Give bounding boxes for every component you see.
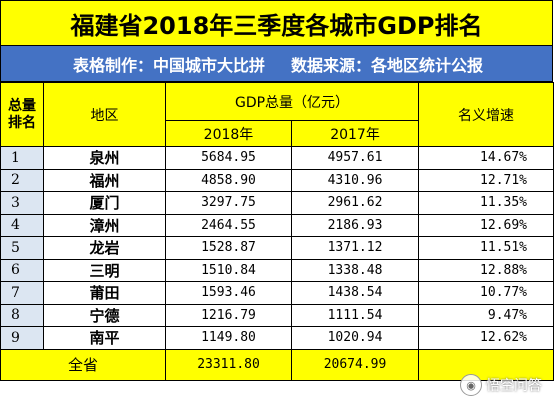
table-row: 2 福州 4858.90 4310.96 12.71%: [0, 168, 555, 192]
gdp-2017-cell: 1338.48: [290, 258, 420, 282]
growth-cell: 12.69%: [418, 213, 555, 237]
header-year-2017: 2017年: [290, 120, 420, 147]
gdp-2017-cell: 4310.96: [290, 168, 420, 192]
gdp-2017-cell: 4957.61: [290, 146, 420, 170]
gdp-2017-cell: 2961.62: [290, 191, 420, 215]
growth-cell: 12.88%: [418, 258, 555, 282]
region-cell: 南平: [43, 326, 166, 350]
gdp-2018-cell: 2464.55: [165, 213, 292, 237]
total-label: 全省: [0, 348, 166, 381]
data-source-label: 数据来源：各地区统计公报: [291, 55, 484, 75]
sheet-title: 福建省2018年三季度各城市GDP排名: [0, 0, 553, 46]
table-row: 9 南平 1149.80 1020.94 12.62%: [0, 326, 555, 350]
region-cell: 莆田: [43, 281, 166, 305]
header-year-2018: 2018年: [165, 120, 292, 147]
table-row: 8 宁德 1216.79 1111.54 9.47%: [0, 303, 555, 327]
gdp-2018-cell: 5684.95: [165, 146, 292, 170]
gdp-2018-cell: 1593.46: [165, 281, 292, 305]
header-region: 地区: [43, 82, 166, 147]
rank-cell: 1: [0, 146, 44, 170]
rank-cell: 5: [0, 236, 44, 260]
wukong-logo-icon: ◉: [460, 374, 482, 396]
table-row: 6 三明 1510.84 1338.48 12.88%: [0, 258, 555, 282]
gdp-2018-cell: 4858.90: [165, 168, 292, 192]
table-row: 5 龙岩 1528.87 1371.12 11.51%: [0, 236, 555, 260]
gdp-2018-cell: 1216.79: [165, 303, 292, 327]
table-row: 3 厦门 3297.75 2961.62 11.35%: [0, 191, 555, 215]
watermark-text: 悟空问答: [486, 378, 542, 394]
total-growth: [418, 348, 555, 381]
gdp-table: 总量 排名 地区 GDP总量（亿元） 名义增速 2018年 2017年 1 泉州 5…: [0, 82, 555, 381]
growth-cell: 11.51%: [418, 236, 555, 260]
gdp-2017-cell: 1438.54: [290, 281, 420, 305]
gdp-2017-cell: 2186.93: [290, 213, 420, 237]
made-by-label: 表格制作：中国城市大比拼: [73, 55, 266, 75]
region-cell: 厦门: [43, 191, 166, 215]
gdp-2017-cell: 1371.12: [290, 236, 420, 260]
total-row: 全省 23311.80 20674.99: [0, 348, 555, 381]
header-gdp-total: GDP总量（亿元）: [164, 82, 420, 121]
growth-cell: 14.67%: [418, 146, 555, 170]
growth-cell: 10.77%: [418, 281, 555, 305]
rank-cell: 6: [0, 258, 44, 282]
table-row: 1 泉州 5684.95 4957.61 14.67%: [0, 146, 555, 170]
region-cell: 泉州: [43, 146, 166, 170]
growth-cell: 9.47%: [418, 303, 555, 327]
subtitle-bar: 表格制作：中国城市大比拼 数据来源：各地区统计公报: [0, 46, 553, 82]
rank-cell: 9: [0, 326, 44, 350]
rank-cell: 8: [0, 303, 44, 327]
growth-cell: 11.35%: [418, 191, 555, 215]
total-gdp-2018: 23311.80: [165, 348, 292, 381]
gdp-2017-cell: 1111.54: [290, 303, 420, 327]
region-cell: 宁德: [43, 303, 166, 327]
gdp-2018-cell: 1510.84: [165, 258, 292, 282]
region-cell: 福州: [43, 168, 166, 192]
growth-cell: 12.71%: [418, 168, 555, 192]
gdp-2017-cell: 1020.94: [290, 326, 420, 350]
region-cell: 漳州: [43, 213, 166, 237]
growth-cell: 12.62%: [418, 326, 555, 350]
gdp-2018-cell: 1528.87: [165, 236, 292, 260]
region-cell: 龙岩: [43, 236, 166, 260]
rank-cell: 7: [0, 281, 44, 305]
watermark: ◉ 悟空问答: [460, 372, 542, 398]
table-row: 4 漳州 2464.55 2186.93 12.69%: [0, 213, 555, 237]
table-row: 7 莆田 1593.46 1438.54 10.77%: [0, 281, 555, 305]
gdp-2018-cell: 3297.75: [165, 191, 292, 215]
total-gdp-2017: 20674.99: [290, 348, 420, 381]
rank-cell: 3: [0, 191, 44, 215]
header-growth: 名义增速: [418, 82, 555, 147]
gdp-2018-cell: 1149.80: [165, 326, 292, 350]
rank-cell: 2: [0, 168, 44, 192]
rank-cell: 4: [0, 213, 44, 237]
region-cell: 三明: [43, 258, 166, 282]
header-rank: 总量 排名: [0, 82, 44, 147]
